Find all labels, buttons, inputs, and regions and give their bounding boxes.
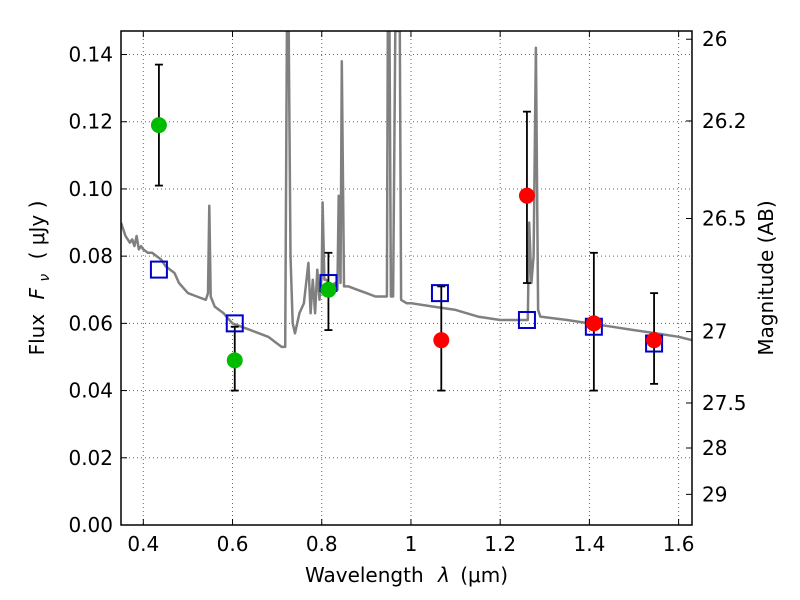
data-point-marker (585, 315, 602, 332)
data-point-marker (320, 281, 337, 298)
y-tick-label: 0.06 (68, 311, 113, 335)
mag-tick-label: 29 (702, 482, 727, 506)
y-tick-label: 0.08 (68, 244, 113, 268)
data-point-marker (226, 352, 243, 369)
mag-tick-label: 27.5 (702, 391, 747, 415)
y-tick-label: 0.12 (68, 110, 113, 134)
data-point-marker (646, 332, 663, 349)
data-point-marker (518, 187, 535, 204)
model-square-marker (149, 260, 168, 279)
y-tick-label: 0.02 (68, 446, 113, 470)
mag-tick-label: 26.5 (702, 206, 747, 230)
marks-layer (149, 63, 664, 392)
y-tick-label: 0.10 (68, 177, 113, 201)
x-tick-label: 0.8 (306, 532, 338, 556)
axes-layer: 0.4 0.6 0.8 1 1.2 1.4 1.6 0.00 0.02 0.04 0.06 0.08 0… (68, 27, 746, 556)
x-axis-label: Wavelength λ (μm) (305, 563, 508, 587)
y-tick-label: 0.14 (68, 43, 113, 67)
mag-tick-label: 26.2 (702, 109, 747, 133)
spectrum-layer (121, 31, 692, 349)
data-point-marker (433, 332, 450, 349)
plot-frame (120, 30, 693, 526)
x-tick-label: 0.6 (217, 532, 249, 556)
model-square-marker (225, 314, 244, 333)
grid (121, 31, 692, 526)
mag-tick-label: 26 (702, 27, 727, 51)
y-axis-label: Flux F ν ( μJy ) (25, 201, 54, 356)
mag-tick-label: 27 (702, 320, 727, 344)
spectrum-line (121, 31, 692, 349)
data-point-marker (150, 117, 167, 134)
y-tick-label: 0.00 (68, 513, 113, 537)
model-square-marker (430, 284, 449, 303)
x-tick-label: 1 (405, 532, 418, 556)
x-tick-label: 1.2 (484, 532, 516, 556)
x-tick-label: 0.4 (127, 532, 159, 556)
mag-tick-label: 28 (702, 436, 727, 460)
x-tick-label: 1.6 (663, 532, 695, 556)
y2-axis-label: Magnitude (AB) (754, 200, 778, 355)
x-tick-label: 1.4 (573, 532, 605, 556)
model-square-marker (517, 311, 536, 330)
y-tick-label: 0.04 (68, 379, 113, 403)
